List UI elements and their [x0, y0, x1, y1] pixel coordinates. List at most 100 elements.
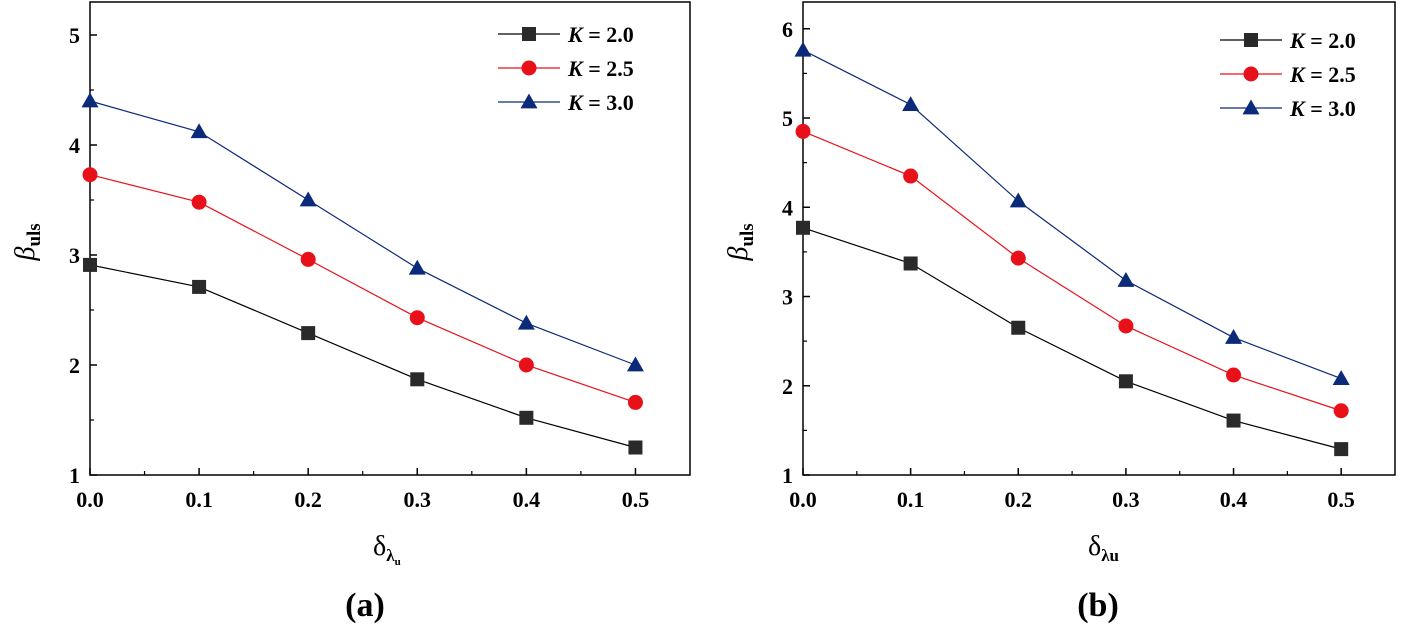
data-point	[410, 372, 425, 387]
data-point	[82, 167, 98, 183]
data-point	[1010, 250, 1026, 266]
y-axis-label: βuls	[723, 223, 758, 261]
legend-entry: K = 2.5	[1289, 62, 1356, 87]
x-tick-label: 0.3	[404, 487, 432, 512]
data-point	[794, 41, 812, 57]
y-tick-label: 1	[782, 463, 793, 488]
panel-label: (b)	[1077, 587, 1119, 624]
data-point	[903, 168, 919, 184]
legend-entry: K = 2.0	[1289, 28, 1356, 53]
series-line-2	[802, 49, 1342, 380]
legend-var: K	[1289, 96, 1306, 121]
y-tick-label: 3	[69, 243, 80, 268]
legend-var: K	[567, 56, 584, 81]
x-axis-subscript: λ	[386, 546, 395, 565]
x-tick-label: 0.1	[897, 487, 925, 512]
data-point	[1117, 271, 1135, 287]
legend-entry: K = 2.0	[567, 22, 634, 47]
y-tick-label: 4	[782, 195, 793, 220]
legend-value: = 2.0	[583, 22, 634, 47]
x-tick-label: 0.2	[294, 487, 322, 512]
series-line-1	[89, 174, 636, 403]
data-point	[1332, 370, 1350, 385]
data-point	[1225, 329, 1243, 344]
legend-value: = 2.5	[1305, 62, 1356, 87]
x-tick-label: 0.0	[76, 487, 104, 512]
legend-value: = 2.5	[583, 56, 634, 81]
plot-frame	[802, 1, 1396, 476]
data-point	[626, 356, 644, 372]
legend-var: K	[1289, 28, 1306, 53]
data-point	[300, 251, 316, 267]
legend-marker	[521, 60, 537, 76]
x-tick-label: 0.2	[1005, 487, 1033, 512]
data-point	[299, 191, 317, 207]
y-tick-label: 4	[69, 133, 80, 158]
legend-marker	[520, 93, 538, 109]
plot-frame	[89, 1, 691, 476]
data-point	[517, 314, 535, 330]
data-point	[1011, 320, 1026, 335]
x-tick-label: 0.4	[1220, 487, 1248, 512]
y-tick-label: 2	[69, 353, 80, 378]
series-line-0	[89, 264, 636, 449]
x-axis-symbol: δ	[373, 531, 386, 562]
y-tick-label: 2	[782, 374, 793, 399]
y-axis-symbol: β	[10, 247, 41, 262]
data-point	[1226, 413, 1241, 428]
data-point	[1118, 318, 1134, 334]
data-point	[301, 326, 316, 341]
data-point	[518, 357, 534, 373]
data-point	[795, 123, 811, 139]
y-axis-subscript: uls	[737, 223, 758, 246]
y-tick-label: 5	[782, 106, 793, 131]
series-line-2	[89, 100, 636, 366]
x-tick-label: 0.5	[622, 487, 650, 512]
legend-var: K	[567, 90, 584, 115]
data-point	[192, 279, 207, 294]
y-axis-symbol: β	[723, 247, 754, 262]
x-tick-label: 0.3	[1112, 487, 1140, 512]
data-point	[902, 96, 920, 112]
data-point	[1334, 442, 1349, 457]
legend-marker	[1242, 99, 1260, 115]
series-line-1	[802, 130, 1342, 412]
y-axis-label: βuls	[10, 223, 45, 261]
x-axis-label: δλu	[1088, 531, 1119, 565]
legend-marker	[1243, 66, 1259, 82]
data-point	[409, 310, 425, 326]
legend-var: K	[567, 22, 584, 47]
data-point	[190, 123, 208, 139]
y-tick-label: 5	[69, 23, 80, 48]
legend-value: = 2.0	[1305, 28, 1356, 53]
legend-value: = 3.0	[1305, 96, 1356, 121]
legend-entry: K = 3.0	[567, 90, 634, 115]
legend-entry: K = 3.0	[1289, 96, 1356, 121]
x-tick-label: 0.1	[185, 487, 213, 512]
x-tick-label: 0.4	[513, 487, 541, 512]
legend-marker	[1244, 33, 1258, 47]
series-line-0	[802, 227, 1342, 450]
data-point	[627, 394, 643, 410]
x-axis-subsubscript: u	[395, 556, 401, 568]
data-point	[408, 259, 426, 275]
data-point	[628, 440, 643, 455]
x-axis-label: δλu	[373, 531, 401, 568]
x-axis-subscript: λu	[1101, 546, 1119, 565]
legend-value: = 3.0	[583, 90, 634, 115]
data-point	[796, 220, 810, 235]
data-point	[1333, 403, 1349, 419]
data-point	[191, 194, 207, 210]
legend-marker	[522, 27, 536, 41]
x-tick-label: 0.0	[789, 487, 817, 512]
legend-entry: K = 2.5	[567, 56, 634, 81]
data-point	[81, 92, 99, 108]
data-point	[1226, 367, 1242, 383]
data-point	[903, 256, 918, 271]
data-point	[1118, 374, 1133, 389]
x-axis-symbol: δ	[1088, 531, 1101, 562]
data-point	[83, 257, 97, 272]
